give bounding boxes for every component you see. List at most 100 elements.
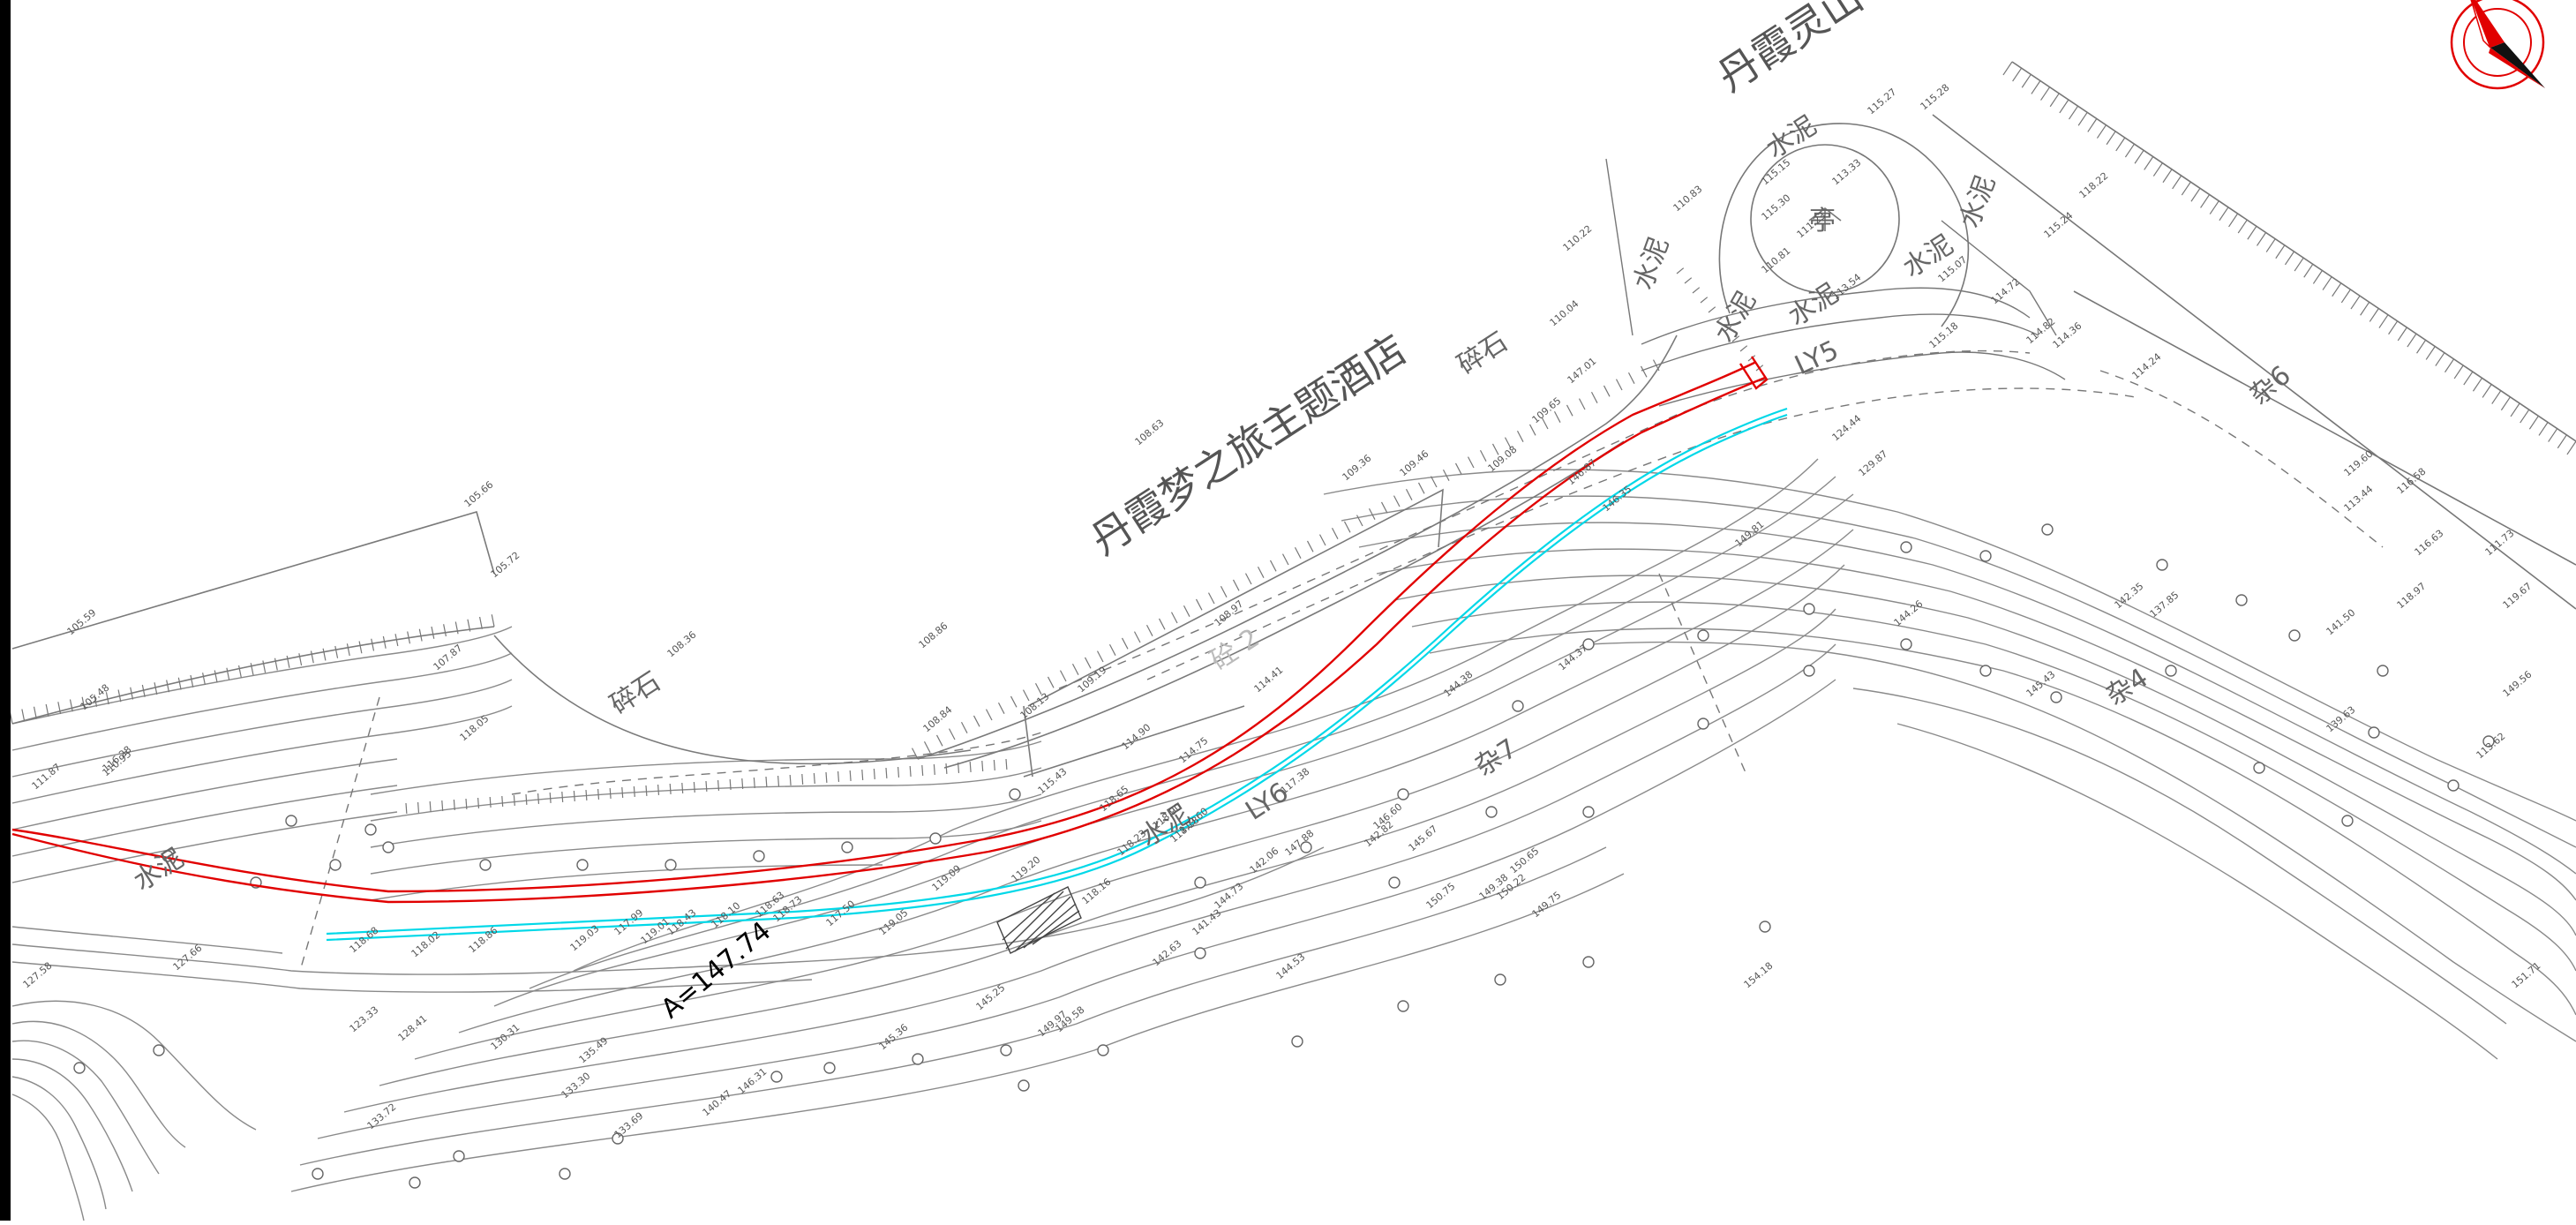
survey-point bbox=[285, 815, 297, 827]
slope-tick bbox=[334, 645, 339, 658]
slope-tick bbox=[911, 748, 919, 760]
slope-tick bbox=[765, 776, 768, 788]
slope-tick bbox=[1084, 657, 1092, 669]
elevation-label: 154.18 bbox=[1742, 960, 1776, 991]
slope-tick bbox=[2228, 213, 2239, 228]
survey-point bbox=[912, 1053, 924, 1065]
hatched-building bbox=[996, 886, 1082, 954]
slope-tick bbox=[429, 800, 432, 813]
survey-point bbox=[329, 859, 342, 871]
slope-tick bbox=[2219, 207, 2229, 222]
concrete-label-8: 水泥 bbox=[1955, 171, 2001, 231]
slope-tick bbox=[2012, 67, 2023, 82]
slope-tick bbox=[1059, 670, 1067, 682]
concrete-label-6: 水泥 bbox=[1761, 110, 1821, 165]
slope-7-label: 杂7 bbox=[1469, 733, 1522, 783]
slope-tick bbox=[1615, 379, 1623, 391]
slope-tick bbox=[981, 760, 984, 772]
survey-point bbox=[2368, 726, 2380, 739]
slope-tick bbox=[945, 763, 948, 775]
elevation-label: 109.65 bbox=[1530, 395, 1564, 426]
slope-tick bbox=[935, 734, 943, 747]
elevation-label: 149.75 bbox=[1530, 890, 1564, 921]
elevation-label: 142.35 bbox=[2113, 581, 2146, 612]
slope-tick bbox=[105, 692, 109, 705]
slope-tick bbox=[358, 641, 363, 654]
slope-tick bbox=[973, 715, 980, 727]
elevation-label: 146.87 bbox=[1566, 457, 1599, 488]
slope-tick bbox=[1133, 631, 1141, 643]
slope-tick bbox=[443, 624, 447, 637]
slope-tick bbox=[1047, 676, 1055, 688]
survey-point bbox=[1512, 700, 1524, 712]
elevation-label: 113.33 bbox=[1830, 157, 1864, 188]
dashed-lines bbox=[299, 349, 2384, 972]
slope-tick bbox=[923, 740, 931, 753]
slope-tick bbox=[1269, 560, 1277, 572]
elevation-label: 114.24 bbox=[2130, 351, 2164, 382]
elevation-label: 109.08 bbox=[1486, 444, 1520, 475]
survey-point bbox=[1397, 1000, 1409, 1012]
survey-point bbox=[1388, 876, 1401, 889]
slope-tick bbox=[274, 658, 278, 671]
elevation-label: 142.06 bbox=[1248, 845, 1281, 876]
elevation-label: 116.63 bbox=[2413, 528, 2446, 559]
plaza bbox=[1718, 123, 1970, 327]
mountain-label: 丹霞灵山 bbox=[1709, 0, 1872, 101]
slope-tick bbox=[250, 663, 254, 676]
slope-tick bbox=[1244, 573, 1252, 585]
elevation-label: 128.41 bbox=[396, 1013, 430, 1044]
elevation-label: 105.66 bbox=[462, 479, 496, 510]
slope-tick bbox=[2144, 156, 2154, 170]
slope-tick bbox=[2284, 251, 2294, 266]
slope-tick bbox=[2087, 118, 2098, 132]
survey-point bbox=[1582, 806, 1595, 818]
slope-tick bbox=[960, 721, 968, 733]
elevation-label: 114.41 bbox=[1252, 665, 1286, 695]
pavilion-label: 亭 bbox=[1809, 206, 1836, 237]
slope-tick-marks bbox=[9, 61, 2576, 815]
survey-point bbox=[2482, 735, 2495, 748]
slope-tick bbox=[2445, 358, 2455, 373]
elevation-label: 115.24 bbox=[2042, 210, 2076, 241]
slope-tick bbox=[2040, 86, 2051, 101]
survey-point bbox=[1697, 718, 1709, 730]
slope-tick bbox=[2491, 390, 2502, 404]
slope-tick bbox=[958, 762, 960, 774]
slope-tick bbox=[1207, 592, 1215, 605]
slope-tick bbox=[1430, 476, 1438, 488]
slope-tick bbox=[2257, 232, 2267, 246]
elevation-label: 105.59 bbox=[65, 607, 99, 638]
slope-tick bbox=[2162, 169, 2173, 184]
slope-tick bbox=[2528, 415, 2539, 430]
slope-tick bbox=[405, 802, 408, 815]
slope-tick bbox=[1220, 585, 1228, 597]
slope-tick bbox=[190, 674, 194, 688]
concrete-label-4: 水泥 bbox=[1709, 287, 1762, 348]
slope-tick bbox=[561, 791, 564, 803]
elevation-label: 113.44 bbox=[2342, 484, 2376, 515]
elevation-label: 118.02 bbox=[409, 929, 443, 960]
slope-tick bbox=[1034, 682, 1042, 695]
survey-point bbox=[1582, 956, 1595, 968]
elevation-label: 110.22 bbox=[1561, 223, 1595, 254]
slope-tick bbox=[1640, 365, 1648, 378]
slope-tick bbox=[837, 770, 840, 783]
slope-tick bbox=[2312, 270, 2323, 284]
slope-tick bbox=[1553, 410, 1561, 423]
slope-tick bbox=[645, 785, 648, 797]
slope-tick bbox=[2002, 61, 2013, 76]
slope-tick bbox=[1170, 612, 1178, 624]
gravel-label-2: 碎石 bbox=[1452, 327, 1513, 381]
north-arrow-icon bbox=[2450, 0, 2545, 90]
elevation-label: 109.36 bbox=[1341, 453, 1374, 484]
survey-point bbox=[2447, 779, 2460, 792]
slope-tick bbox=[1183, 605, 1190, 617]
elevation-label: 115.30 bbox=[1760, 192, 1793, 223]
slope-tick bbox=[371, 638, 375, 651]
slope-tick bbox=[2077, 111, 2088, 126]
slope-tick bbox=[525, 793, 528, 806]
hotel-label: 丹霞梦之旅主题酒店 bbox=[1083, 325, 1416, 564]
red-alignment bbox=[11, 356, 1769, 904]
slope-tick bbox=[491, 614, 495, 628]
